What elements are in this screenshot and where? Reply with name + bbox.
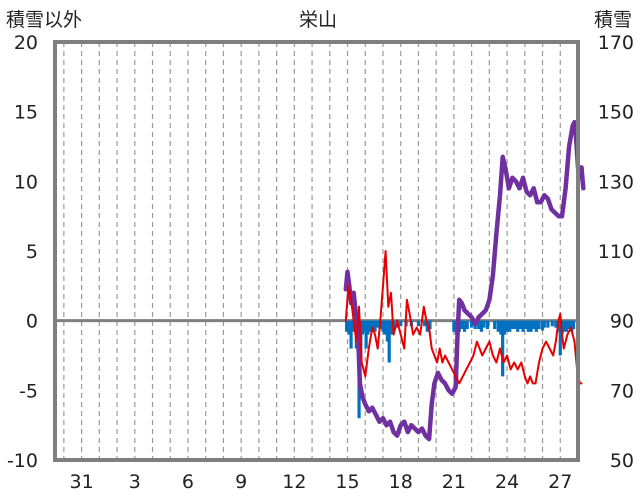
- bar-mark: [496, 320, 500, 332]
- right-y-tick-label: 50: [610, 450, 634, 472]
- bar-mark: [368, 320, 373, 332]
- bar-mark: [571, 320, 576, 330]
- bar-mark: [423, 320, 427, 327]
- left-y-tick-label: 20: [14, 32, 38, 54]
- bar-mark: [501, 320, 505, 377]
- bar-mark: [366, 320, 370, 335]
- bar-mark: [462, 320, 467, 332]
- bar-mark: [510, 320, 515, 330]
- bar-mark: [465, 320, 469, 330]
- bar-mark: [493, 320, 497, 330]
- right-y-tick-label: 90: [610, 311, 634, 333]
- bar-mark: [532, 320, 536, 330]
- right-y-tick-label: 70: [610, 380, 634, 402]
- bar-mark: [425, 320, 429, 332]
- left-y-tick-label: 15: [14, 102, 38, 124]
- bar-mark: [389, 320, 393, 335]
- bar-mark: [345, 320, 349, 332]
- left-y-tick-label: -5: [19, 380, 38, 402]
- bar-mark: [387, 320, 391, 363]
- bar-mark: [347, 320, 351, 335]
- bar-mark: [534, 320, 538, 332]
- plot-frame: [53, 40, 580, 462]
- bar-mark: [362, 320, 366, 332]
- bar-mark: [558, 320, 562, 356]
- bar-mark: [537, 320, 541, 330]
- bar-mark: [399, 320, 403, 327]
- bar-mark: [505, 320, 509, 332]
- right-y-tick-label: 150: [598, 102, 634, 124]
- bar-mark: [479, 320, 483, 332]
- bar-mark: [482, 320, 486, 328]
- bar-mark: [349, 320, 353, 349]
- x-tick-label: 3: [129, 471, 141, 493]
- bar-mark: [360, 320, 365, 335]
- bar-mark: [567, 320, 571, 330]
- bar-mark: [524, 320, 528, 330]
- right-axis-label: 積雪: [594, 9, 632, 31]
- x-tick-label: 12: [282, 471, 306, 493]
- bar-mark: [526, 320, 530, 332]
- chart-title: 栄山: [299, 9, 337, 31]
- axis-ticks: -10 -5 0 5 10 15 20 50 70 90 110 130 150 170 31 3 6 9 12 15…: [7, 32, 634, 493]
- x-tick-label: 24: [495, 471, 519, 493]
- left-axis-label: 積雪以外: [6, 9, 82, 31]
- bar-mark: [373, 320, 377, 332]
- x-tick-label: 27: [548, 471, 572, 493]
- bar-mark: [554, 320, 558, 328]
- bar-mark: [513, 320, 517, 330]
- x-tick-label: 9: [235, 471, 247, 493]
- left-y-tick-label: 10: [14, 171, 38, 193]
- bar-mark: [570, 320, 574, 332]
- bar-mark: [477, 320, 481, 330]
- bar-mark: [376, 320, 380, 328]
- bar-mark: [546, 320, 550, 328]
- right-y-tick-label: 130: [598, 171, 634, 193]
- bar-mark: [383, 320, 387, 335]
- bar-mark: [381, 320, 385, 332]
- x-tick-label: 21: [442, 471, 466, 493]
- bar-mark: [550, 320, 554, 327]
- bar-mark: [452, 320, 456, 332]
- x-tick-label: 18: [389, 471, 413, 493]
- bar-mark: [521, 320, 525, 332]
- bar-mark: [499, 320, 503, 335]
- left-y-tick-label: -10: [7, 450, 38, 472]
- bar-mark: [428, 320, 432, 330]
- bar-mark: [371, 320, 375, 330]
- bar-mark: [508, 320, 512, 332]
- snow-depth-line: [343, 119, 586, 442]
- bar-mark: [518, 320, 522, 330]
- temperature-line: [344, 250, 583, 385]
- bar-mark: [460, 320, 464, 330]
- bar-mark: [385, 320, 390, 342]
- bar-mark: [364, 320, 368, 349]
- x-tick-label: 6: [182, 471, 194, 493]
- bar-mark: [529, 320, 533, 332]
- right-y-tick-label: 110: [598, 241, 634, 263]
- x-tick-label: 15: [335, 471, 359, 493]
- bar-mark: [540, 320, 545, 331]
- left-y-tick-label: 0: [26, 311, 38, 333]
- bar-mark: [562, 320, 566, 332]
- left-y-tick-label: 5: [26, 241, 38, 263]
- line-series: [343, 119, 586, 442]
- bar-mark: [502, 320, 507, 335]
- right-y-tick-label: 170: [598, 32, 634, 54]
- bar-mark: [470, 320, 474, 328]
- bar-mark: [485, 320, 490, 330]
- x-tick-label: 31: [69, 471, 93, 493]
- bar-mark: [542, 320, 546, 328]
- bar-mark: [416, 320, 421, 327]
- bar-mark: [516, 320, 520, 332]
- bar-mark: [564, 320, 569, 332]
